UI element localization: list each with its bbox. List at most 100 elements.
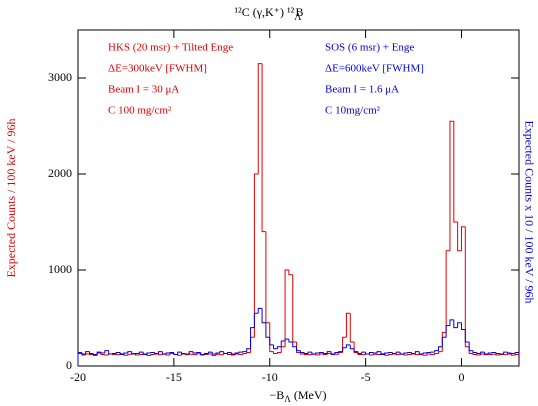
y-tick-label: 2000 <box>48 166 72 180</box>
histogram-bin <box>349 313 355 343</box>
x-label-part: Λ <box>284 394 291 404</box>
histogram-bin <box>138 351 144 354</box>
histogram-bin <box>342 347 347 352</box>
histogram-bin <box>395 351 401 354</box>
histogram-bin <box>200 352 205 355</box>
histogram-bin <box>472 353 477 355</box>
histogram-bin <box>334 352 339 354</box>
histogram-bin <box>188 351 194 354</box>
histogram-bin <box>506 353 512 355</box>
histogram-bin <box>273 344 278 350</box>
histogram-bin <box>453 319 458 329</box>
histogram-bin <box>464 226 470 348</box>
histogram-bin <box>280 346 286 353</box>
histogram-bin <box>315 354 320 356</box>
histogram-bin <box>322 352 328 355</box>
histogram-bin <box>326 351 332 354</box>
annotation: Beam I = 30 μA <box>108 84 179 96</box>
histogram-bin <box>215 352 220 354</box>
histogram-bin <box>96 351 102 355</box>
histogram-bin <box>345 312 351 338</box>
histogram-bin <box>326 353 332 355</box>
histogram-bin <box>487 352 493 354</box>
y-tick-label: 1000 <box>48 262 72 276</box>
histogram-bin <box>234 353 240 355</box>
histogram-bin <box>445 325 450 338</box>
histogram-bin <box>223 351 228 355</box>
histogram-bin <box>238 351 243 354</box>
histogram-bin <box>441 331 447 352</box>
histogram-bin <box>434 353 439 355</box>
annotation: C 100 mg/cm² <box>108 105 172 117</box>
histogram-bin <box>227 353 232 355</box>
histogram-bin <box>434 350 439 353</box>
histogram-bin <box>357 351 362 355</box>
histogram-bin <box>368 354 374 356</box>
histogram-bin <box>269 337 274 346</box>
histogram-bin <box>269 322 274 353</box>
annotation: Beam I = 1.6 μA <box>325 84 399 96</box>
histogram-bin <box>514 352 519 354</box>
histogram-bin <box>77 352 82 366</box>
x-tick-label: -20 <box>70 370 86 384</box>
x-axis-label: −BΛ (MeV) <box>270 388 327 404</box>
histogram-bin <box>422 354 427 356</box>
histogram-bin <box>142 352 148 355</box>
histogram-bin <box>154 352 159 355</box>
histogram-bin <box>395 354 401 356</box>
y-tick-label: 3000 <box>48 70 72 84</box>
y2-axis-label: Expected Counts x 10 / 100 keV / 96h <box>522 120 536 303</box>
histogram-bin <box>414 354 420 356</box>
histogram-bin <box>437 346 443 351</box>
histogram-bin <box>319 353 324 355</box>
histogram-bin <box>158 354 163 356</box>
histogram-bin <box>284 269 289 347</box>
histogram-bin <box>181 353 186 356</box>
histogram-bin <box>211 352 217 355</box>
histogram-bin <box>353 342 358 354</box>
histogram-bin <box>108 350 113 355</box>
histogram-bin <box>338 352 343 355</box>
histogram-bin <box>495 352 500 355</box>
histogram-bin <box>100 352 105 354</box>
histogram-bin <box>338 351 343 353</box>
histogram-bin <box>296 346 301 352</box>
histogram-bin <box>257 63 263 174</box>
histogram-bin <box>292 342 297 348</box>
histogram-bin <box>246 348 251 352</box>
annotation: ΔE=600keV [FWHM] <box>325 63 424 75</box>
histogram-bin <box>288 339 293 343</box>
histogram-bin <box>204 353 209 355</box>
histogram-bin <box>296 342 301 354</box>
histogram-bin <box>449 120 454 251</box>
histogram-bin <box>464 329 470 343</box>
histogram-bin <box>146 352 151 355</box>
histogram-bin <box>476 352 481 355</box>
histogram-bin <box>123 353 128 356</box>
histogram-bin <box>219 351 224 354</box>
histogram-bin <box>391 352 397 355</box>
histogram-bin <box>403 352 408 354</box>
histogram-bin <box>250 327 255 349</box>
histogram-bin <box>330 351 335 355</box>
histogram-bin <box>177 351 182 355</box>
histogram-bin <box>89 351 94 355</box>
histogram-bin <box>207 351 213 354</box>
plot-frame <box>77 29 520 367</box>
histogram-bin <box>342 336 347 353</box>
title-part: Λ <box>294 12 302 23</box>
histogram-bin <box>161 351 167 355</box>
histogram-bin <box>384 352 389 355</box>
x-tick-label: -10 <box>262 370 278 384</box>
annotation: SOS (6 msr) + Enge <box>325 42 414 54</box>
histogram-bin <box>422 352 427 354</box>
histogram-bin <box>104 350 109 354</box>
histogram-bin <box>460 322 466 331</box>
histogram-bin <box>119 352 125 355</box>
histogram-bin <box>261 63 266 233</box>
histogram-bin <box>265 231 270 324</box>
histogram-bin <box>92 353 98 355</box>
histogram-bin <box>196 353 201 355</box>
x-tick-label: 0 <box>458 370 464 384</box>
